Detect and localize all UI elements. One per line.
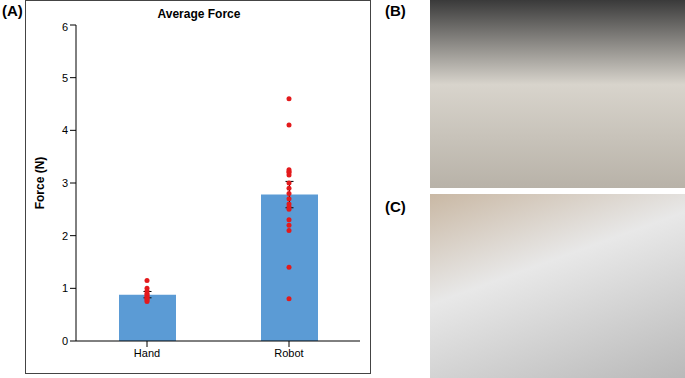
svg-text:2: 2 [62, 230, 68, 242]
html-text:(A): (A) [2, 2, 23, 19]
html-text:(C): (C) [385, 198, 406, 215]
svg-text:3: 3 [62, 177, 68, 189]
svg-text:4: 4 [62, 124, 68, 136]
svg-text:6: 6 [62, 21, 68, 33]
svg-text:Robot: Robot [274, 347, 303, 359]
html-text:Average Force: Average Force [157, 7, 241, 21]
html-text:(B): (B) [385, 2, 406, 19]
svg-text:0: 0 [62, 335, 68, 347]
svg-text:5: 5 [62, 72, 68, 84]
svg-text:Hand: Hand [134, 347, 160, 359]
svg-text:Force (N): Force (N) [33, 157, 47, 210]
svg-text:1: 1 [62, 282, 68, 294]
